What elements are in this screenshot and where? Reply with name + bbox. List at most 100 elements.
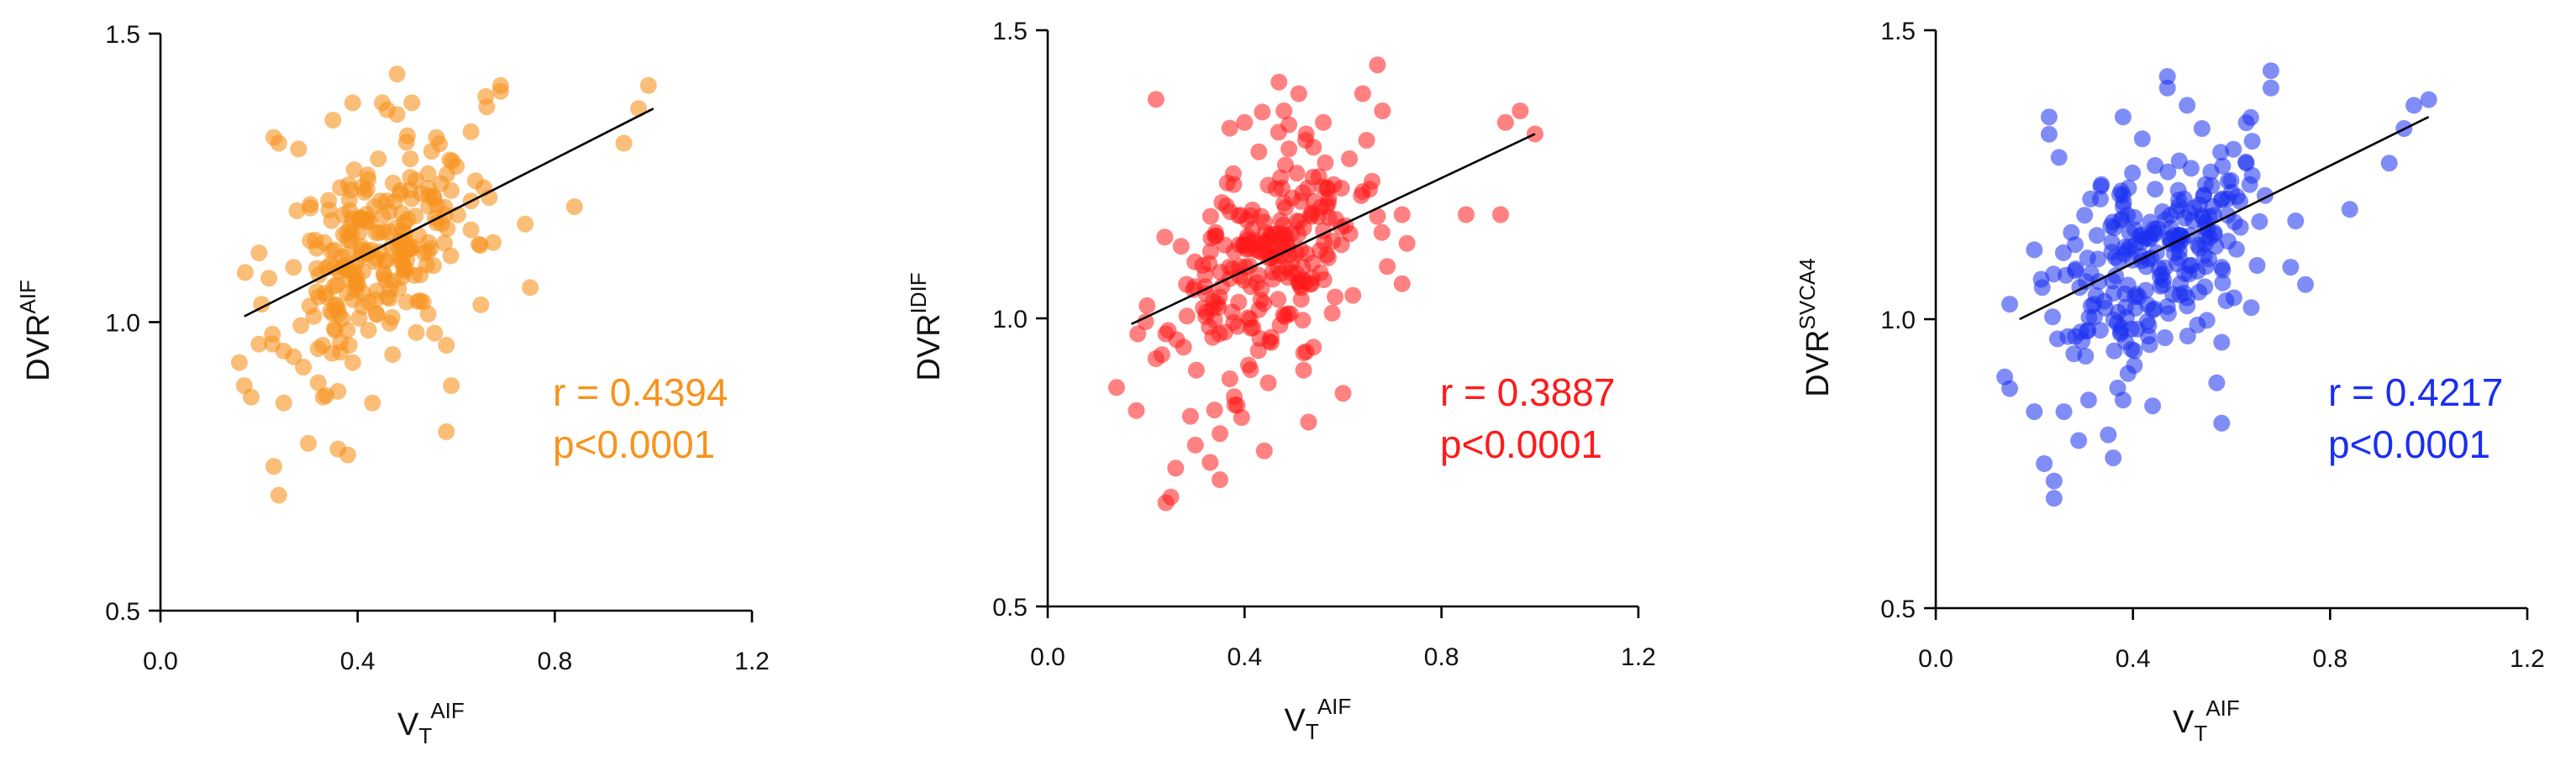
regression-line — [1131, 133, 1536, 326]
scatter-point — [443, 181, 460, 199]
scatter-point — [466, 172, 484, 190]
x-tick-label: 0.8 — [2312, 645, 2347, 673]
x-axis-title: VTAIF — [2173, 695, 2240, 746]
scatter-point — [2127, 236, 2144, 254]
scatter-point — [443, 377, 460, 395]
scatter-point — [1374, 102, 1391, 119]
correlation-r-label: r = 0.4394 — [553, 370, 728, 414]
scatter-point — [2091, 322, 2109, 339]
scatter-point — [1315, 113, 1333, 131]
scatter-point — [2207, 238, 2225, 255]
scatter-point — [2088, 227, 2105, 244]
scatter-point — [639, 76, 657, 94]
scatter-point — [1270, 73, 1288, 91]
scatter-point — [2190, 236, 2207, 254]
scatter-point — [412, 292, 429, 310]
scatter-point — [2079, 249, 2096, 267]
scatter-point — [1280, 140, 1298, 158]
x-tick-label: 0.0 — [143, 648, 178, 675]
scatter-point — [270, 486, 287, 504]
scatter-point — [2045, 490, 2063, 507]
scatter-point — [270, 134, 287, 152]
scatter-point — [2159, 305, 2177, 323]
scatter-point — [1280, 116, 1298, 134]
scatter-point — [2197, 258, 2215, 276]
scatter-point — [1223, 303, 1241, 321]
scatter-point — [344, 354, 361, 371]
scatter-point — [1201, 454, 1219, 471]
scatter-point — [314, 337, 331, 354]
scatter-point — [1354, 85, 1371, 102]
scatter-point — [260, 270, 278, 287]
scatter-point — [2242, 299, 2260, 317]
scatter-point — [492, 82, 509, 100]
x-tick-label: 1.2 — [2510, 645, 2545, 673]
scatter-point — [2212, 144, 2230, 161]
scatter-point — [1358, 132, 1375, 149]
scatter-point — [1217, 197, 1235, 215]
scatter-point — [1496, 113, 1514, 131]
scatter-point — [2144, 397, 2162, 415]
scatter-point — [2251, 213, 2268, 230]
scatter-point — [2032, 270, 2050, 288]
x-axis-title: VTAIF — [397, 698, 465, 748]
scatter-point — [292, 317, 310, 334]
y-tick-label: 1.5 — [992, 18, 1028, 45]
scatter-point — [1511, 102, 1529, 119]
scatter-point — [1201, 207, 1219, 225]
scatter-point — [344, 291, 361, 308]
x-tick-label: 0.8 — [537, 648, 572, 675]
scatter-point — [253, 296, 271, 313]
scatter-point — [340, 337, 358, 354]
scatter-point — [438, 337, 455, 354]
scatter-point — [2067, 262, 2084, 280]
scatter-point — [2179, 289, 2196, 307]
scatter-point — [1138, 297, 1156, 314]
scatter-point — [339, 231, 356, 249]
scatter-point — [2193, 120, 2211, 137]
scatter-point — [2158, 79, 2176, 97]
scatter-point — [1242, 361, 1259, 379]
scatter-point — [2179, 97, 2196, 114]
scatter-point — [2082, 297, 2100, 315]
scatter-point — [2169, 181, 2187, 199]
scatter-point — [2126, 342, 2143, 360]
scatter-point — [2217, 292, 2235, 309]
scatter-point — [2044, 308, 2061, 326]
scatter-point — [425, 257, 442, 275]
scatter-point — [300, 434, 317, 452]
scatter-point — [345, 161, 363, 179]
scatter-point — [2147, 157, 2164, 174]
scatter-point — [1275, 102, 1293, 119]
scatter-point — [309, 374, 327, 391]
correlation-r-label: r = 0.4217 — [2328, 370, 2503, 414]
scatter-point — [302, 199, 319, 217]
scatter-point — [1181, 407, 1199, 425]
scatter-point — [2141, 336, 2158, 354]
scatter-point — [1221, 370, 1238, 387]
scatter-point — [2297, 276, 2314, 293]
scatter-point — [344, 94, 361, 112]
scatter-point — [285, 259, 302, 276]
scatter-point — [1249, 274, 1265, 291]
scatter-point — [318, 386, 335, 404]
scatter-point — [320, 192, 338, 209]
scatter-point — [393, 268, 411, 286]
scatter-point — [2380, 155, 2398, 172]
scatter-point — [522, 279, 539, 297]
scatter-point — [1369, 56, 1386, 74]
scatter-point — [1312, 198, 1330, 216]
scatter-point — [1206, 401, 1223, 419]
scatter-point — [1186, 436, 1204, 454]
scatter-point — [1242, 207, 1259, 224]
scatter-point — [2040, 125, 2058, 143]
scatter-point — [2070, 432, 2088, 449]
scatter-point — [388, 66, 406, 83]
scatter-point — [435, 234, 453, 252]
scatter-point — [1297, 343, 1315, 360]
scatter-point — [1236, 113, 1254, 131]
scatter-point — [2114, 197, 2132, 215]
scatter-point — [1175, 339, 1192, 356]
scatter-point — [1147, 91, 1164, 108]
scatter-point — [2127, 286, 2145, 303]
